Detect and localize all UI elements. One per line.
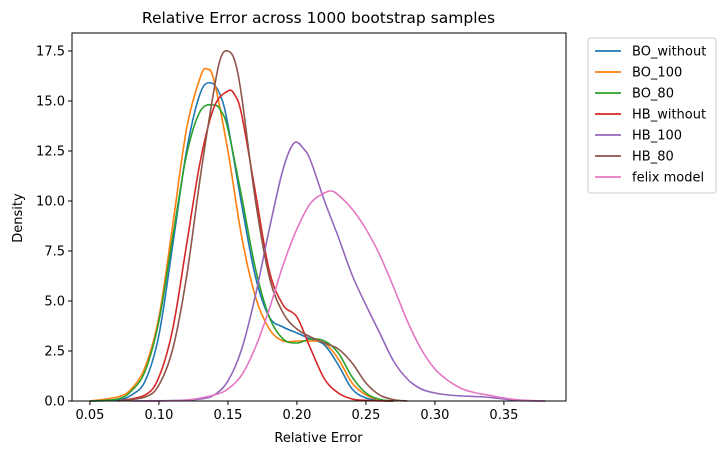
- y-axis: 0.0 2.5 5.0 7.5 10.0 12.5 15.0 17.5: [36, 45, 72, 410]
- y-tick-label: 0.0: [44, 395, 65, 410]
- x-tick-label: 0.20: [282, 408, 311, 423]
- plot-frame: [71, 32, 567, 402]
- legend-label: felix model: [632, 171, 704, 186]
- x-tick-label: 0.10: [144, 408, 173, 423]
- series-line-felix-model: [145, 190, 546, 402]
- series-line-bo_80: [89, 103, 394, 402]
- plot-area: [89, 49, 546, 402]
- y-tick-label: 10.0: [36, 195, 65, 210]
- x-tick-label: 0.35: [489, 408, 518, 423]
- series-line-hb_100: [131, 141, 546, 402]
- series-line-hb_without: [117, 89, 394, 402]
- x-axis-title: Relative Error: [274, 431, 363, 446]
- legend-label: BO_80: [632, 87, 674, 102]
- legend-label: HB_100: [632, 129, 682, 144]
- legend-label: BO_without: [632, 45, 706, 60]
- y-tick-label: 2.5: [44, 345, 65, 360]
- y-tick-label: 15.0: [36, 95, 65, 110]
- series-line-bo_without: [89, 81, 394, 402]
- x-tick-label: 0.25: [351, 408, 380, 423]
- x-axis: 0.05 0.10 0.15 0.20 0.25 0.30 0.35: [75, 401, 518, 423]
- x-tick-label: 0.05: [75, 408, 104, 423]
- y-tick-label: 12.5: [36, 145, 65, 160]
- series-line-hb_80: [117, 49, 408, 402]
- y-axis-title: Density: [11, 193, 26, 243]
- legend-label: BO_100: [632, 66, 682, 81]
- y-tick-label: 7.5: [44, 245, 65, 260]
- y-tick-label: 5.0: [44, 295, 65, 310]
- x-tick-label: 0.30: [420, 408, 449, 423]
- legend-label: HB_80: [632, 150, 674, 165]
- legend: BO_without BO_100 BO_80 HB_without HB_100 HB_…: [587, 37, 717, 194]
- x-tick-label: 0.15: [213, 408, 242, 423]
- legend-label: HB_without: [632, 108, 706, 123]
- legend-box: [587, 37, 717, 194]
- y-tick-label: 17.5: [36, 45, 65, 60]
- chart-title: Relative Error across 1000 bootstrap sam…: [142, 9, 495, 27]
